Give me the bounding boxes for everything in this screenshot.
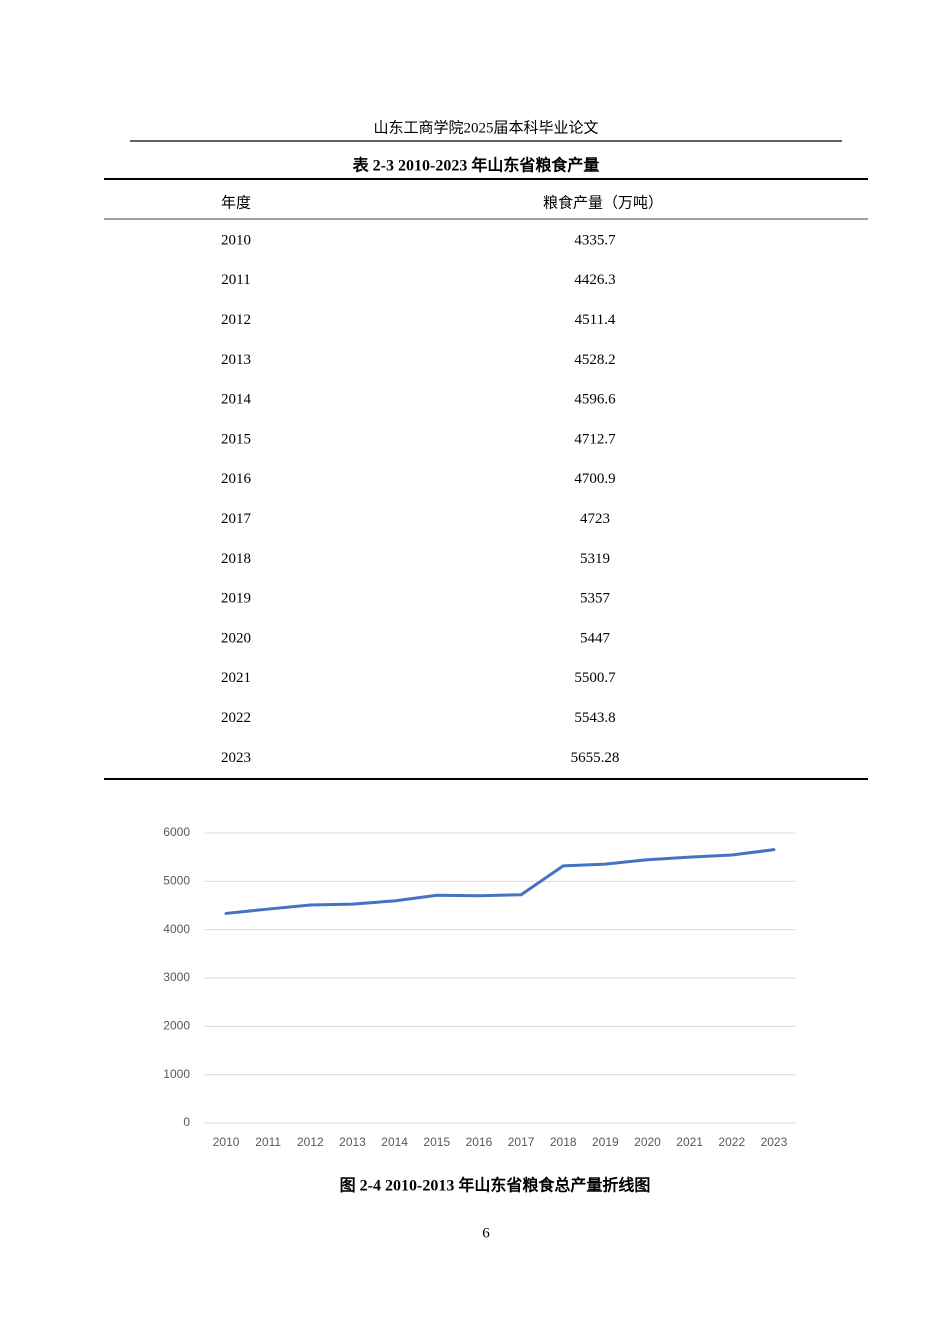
y-tick-label: 5000: [163, 874, 190, 888]
x-tick-label: 2017: [508, 1135, 535, 1149]
y-tick-label: 0: [183, 1115, 190, 1129]
table-cell: 4700.9: [574, 471, 615, 487]
table-cell: 2017: [221, 511, 252, 527]
y-tick-label: 6000: [163, 825, 190, 839]
table-cell: 2020: [221, 630, 251, 646]
x-tick-label: 2014: [381, 1135, 408, 1149]
page-number: 6: [482, 1225, 490, 1241]
table-cell: 4528.2: [574, 352, 615, 368]
table-cell: 2013: [221, 352, 251, 368]
x-tick-label: 2016: [466, 1135, 493, 1149]
table-cell: 2023: [221, 750, 251, 766]
x-tick-label: 2022: [718, 1135, 745, 1149]
x-tick-label: 2011: [255, 1135, 281, 1149]
table-cell: 5543.8: [574, 710, 615, 726]
table-cell: 5655.28: [571, 750, 620, 766]
table-cell: 4335.7: [574, 232, 616, 248]
x-tick-label: 2015: [423, 1135, 450, 1149]
table-cell: 4596.6: [574, 392, 616, 408]
x-tick-label: 2021: [676, 1135, 703, 1149]
table-cell: 2014: [221, 392, 252, 408]
table-cell: 5319: [580, 551, 610, 567]
y-tick-label: 1000: [163, 1067, 190, 1081]
table-cell: 2012: [221, 312, 251, 328]
y-tick-label: 3000: [163, 970, 190, 984]
table-cell: 4712.7: [574, 431, 616, 447]
x-tick-label: 2018: [550, 1135, 577, 1149]
table-cell: 5500.7: [574, 670, 616, 686]
x-tick-label: 2023: [761, 1135, 788, 1149]
table-cell: 2022: [221, 710, 251, 726]
y-tick-label: 2000: [163, 1019, 190, 1033]
table-cell: 2010: [221, 232, 251, 248]
table-cell: 2015: [221, 431, 251, 447]
table-cell: 4426.3: [574, 272, 615, 288]
table-caption: 表 2-3 2010-2023 年山东省粮食产量: [352, 156, 600, 175]
data-line: [224, 848, 776, 915]
x-tick-label: 2010: [213, 1135, 240, 1149]
table-cell: 2021: [221, 670, 251, 686]
x-tick-label: 2013: [339, 1135, 366, 1149]
column-header: 粮食产量（万吨）: [543, 194, 663, 211]
figure-caption: 图 2-4 2010-2013 年山东省粮食总产量折线图: [340, 1176, 651, 1195]
table-cell: 2016: [221, 471, 252, 487]
column-header: 年度: [221, 194, 251, 211]
x-tick-label: 2020: [634, 1135, 661, 1149]
table-cell: 2018: [221, 551, 251, 567]
table-cell: 2011: [221, 272, 250, 288]
table-cell: 4511.4: [575, 312, 616, 328]
table-cell: 5357: [580, 591, 611, 607]
table-cell: 4723: [580, 511, 610, 527]
x-tick-label: 2012: [297, 1135, 324, 1149]
y-tick-label: 4000: [163, 922, 190, 936]
table-cell: 2019: [221, 591, 251, 607]
table-cell: 5447: [580, 630, 611, 646]
running-header: 山东工商学院2025届本科毕业论文: [373, 118, 598, 136]
x-tick-label: 2019: [592, 1135, 619, 1149]
